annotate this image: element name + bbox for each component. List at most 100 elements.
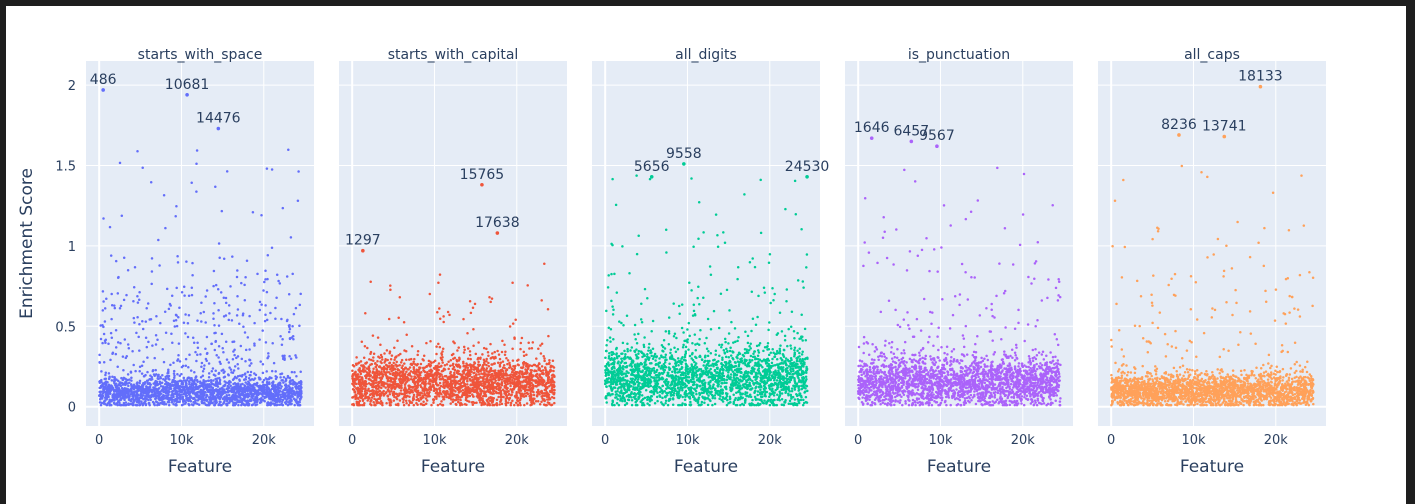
point [427, 388, 430, 392]
point [229, 399, 232, 402]
point [374, 398, 378, 402]
point [405, 370, 408, 374]
point [214, 185, 217, 188]
point [221, 397, 225, 401]
point [374, 361, 377, 365]
point [118, 403, 121, 407]
point [453, 341, 456, 345]
point [193, 370, 196, 374]
point [141, 166, 144, 169]
point [275, 376, 279, 379]
point [539, 352, 543, 355]
point [279, 376, 282, 379]
point [182, 379, 186, 382]
point [126, 378, 129, 382]
point [518, 380, 522, 384]
point [201, 398, 204, 402]
point [419, 366, 422, 369]
point [453, 393, 456, 397]
point [472, 368, 476, 371]
point [511, 399, 514, 402]
point [214, 283, 218, 287]
point [248, 314, 251, 318]
point [425, 376, 429, 379]
point [136, 149, 139, 153]
point [136, 315, 139, 319]
point [519, 386, 523, 389]
point [454, 390, 457, 393]
point [110, 304, 114, 307]
point [489, 385, 492, 389]
point [522, 361, 525, 365]
point [364, 380, 367, 383]
point [435, 381, 438, 385]
point [474, 373, 478, 376]
point [489, 300, 492, 304]
point [490, 401, 494, 404]
point [465, 403, 468, 407]
point [185, 260, 188, 263]
point [170, 394, 173, 397]
point [487, 401, 490, 405]
point [136, 398, 140, 402]
point [511, 387, 515, 391]
point [399, 361, 403, 364]
point [442, 398, 446, 401]
point [215, 379, 218, 383]
point [178, 400, 181, 404]
point [356, 362, 360, 365]
point [507, 377, 511, 380]
point [199, 353, 202, 356]
point [397, 354, 400, 357]
point [507, 398, 511, 401]
point [103, 307, 107, 310]
point [400, 358, 404, 362]
point [507, 393, 510, 397]
point [212, 284, 215, 288]
point [418, 393, 422, 397]
point [204, 380, 208, 383]
annotation-14476: 14476 [196, 111, 241, 127]
point [100, 397, 104, 400]
point [436, 403, 440, 407]
point [517, 377, 520, 381]
point [277, 279, 280, 283]
point [216, 390, 220, 393]
point [132, 285, 136, 289]
x-tick-label: 0 [95, 433, 103, 448]
point [389, 358, 393, 361]
point [193, 380, 196, 383]
point [295, 375, 298, 378]
point [297, 387, 301, 391]
point [293, 371, 296, 374]
point [189, 369, 193, 372]
point [265, 380, 269, 384]
point [500, 383, 504, 387]
point [372, 367, 375, 371]
point [184, 381, 188, 385]
point [372, 352, 376, 356]
point [477, 341, 480, 344]
point [299, 292, 302, 296]
y-axis-title: Enrichment Score [17, 168, 37, 319]
point [503, 353, 507, 356]
point [486, 373, 489, 377]
point [548, 359, 551, 362]
point [498, 373, 501, 377]
point [282, 375, 286, 379]
point [161, 385, 165, 389]
point [196, 399, 200, 402]
point [407, 403, 411, 407]
point [250, 384, 253, 387]
point [230, 387, 234, 390]
point [386, 358, 389, 362]
point [264, 313, 267, 316]
point [209, 399, 213, 403]
point [428, 382, 432, 386]
point [270, 168, 274, 171]
point [528, 364, 531, 368]
point [229, 384, 232, 388]
point [232, 369, 236, 372]
point [537, 347, 540, 350]
point [291, 392, 295, 396]
